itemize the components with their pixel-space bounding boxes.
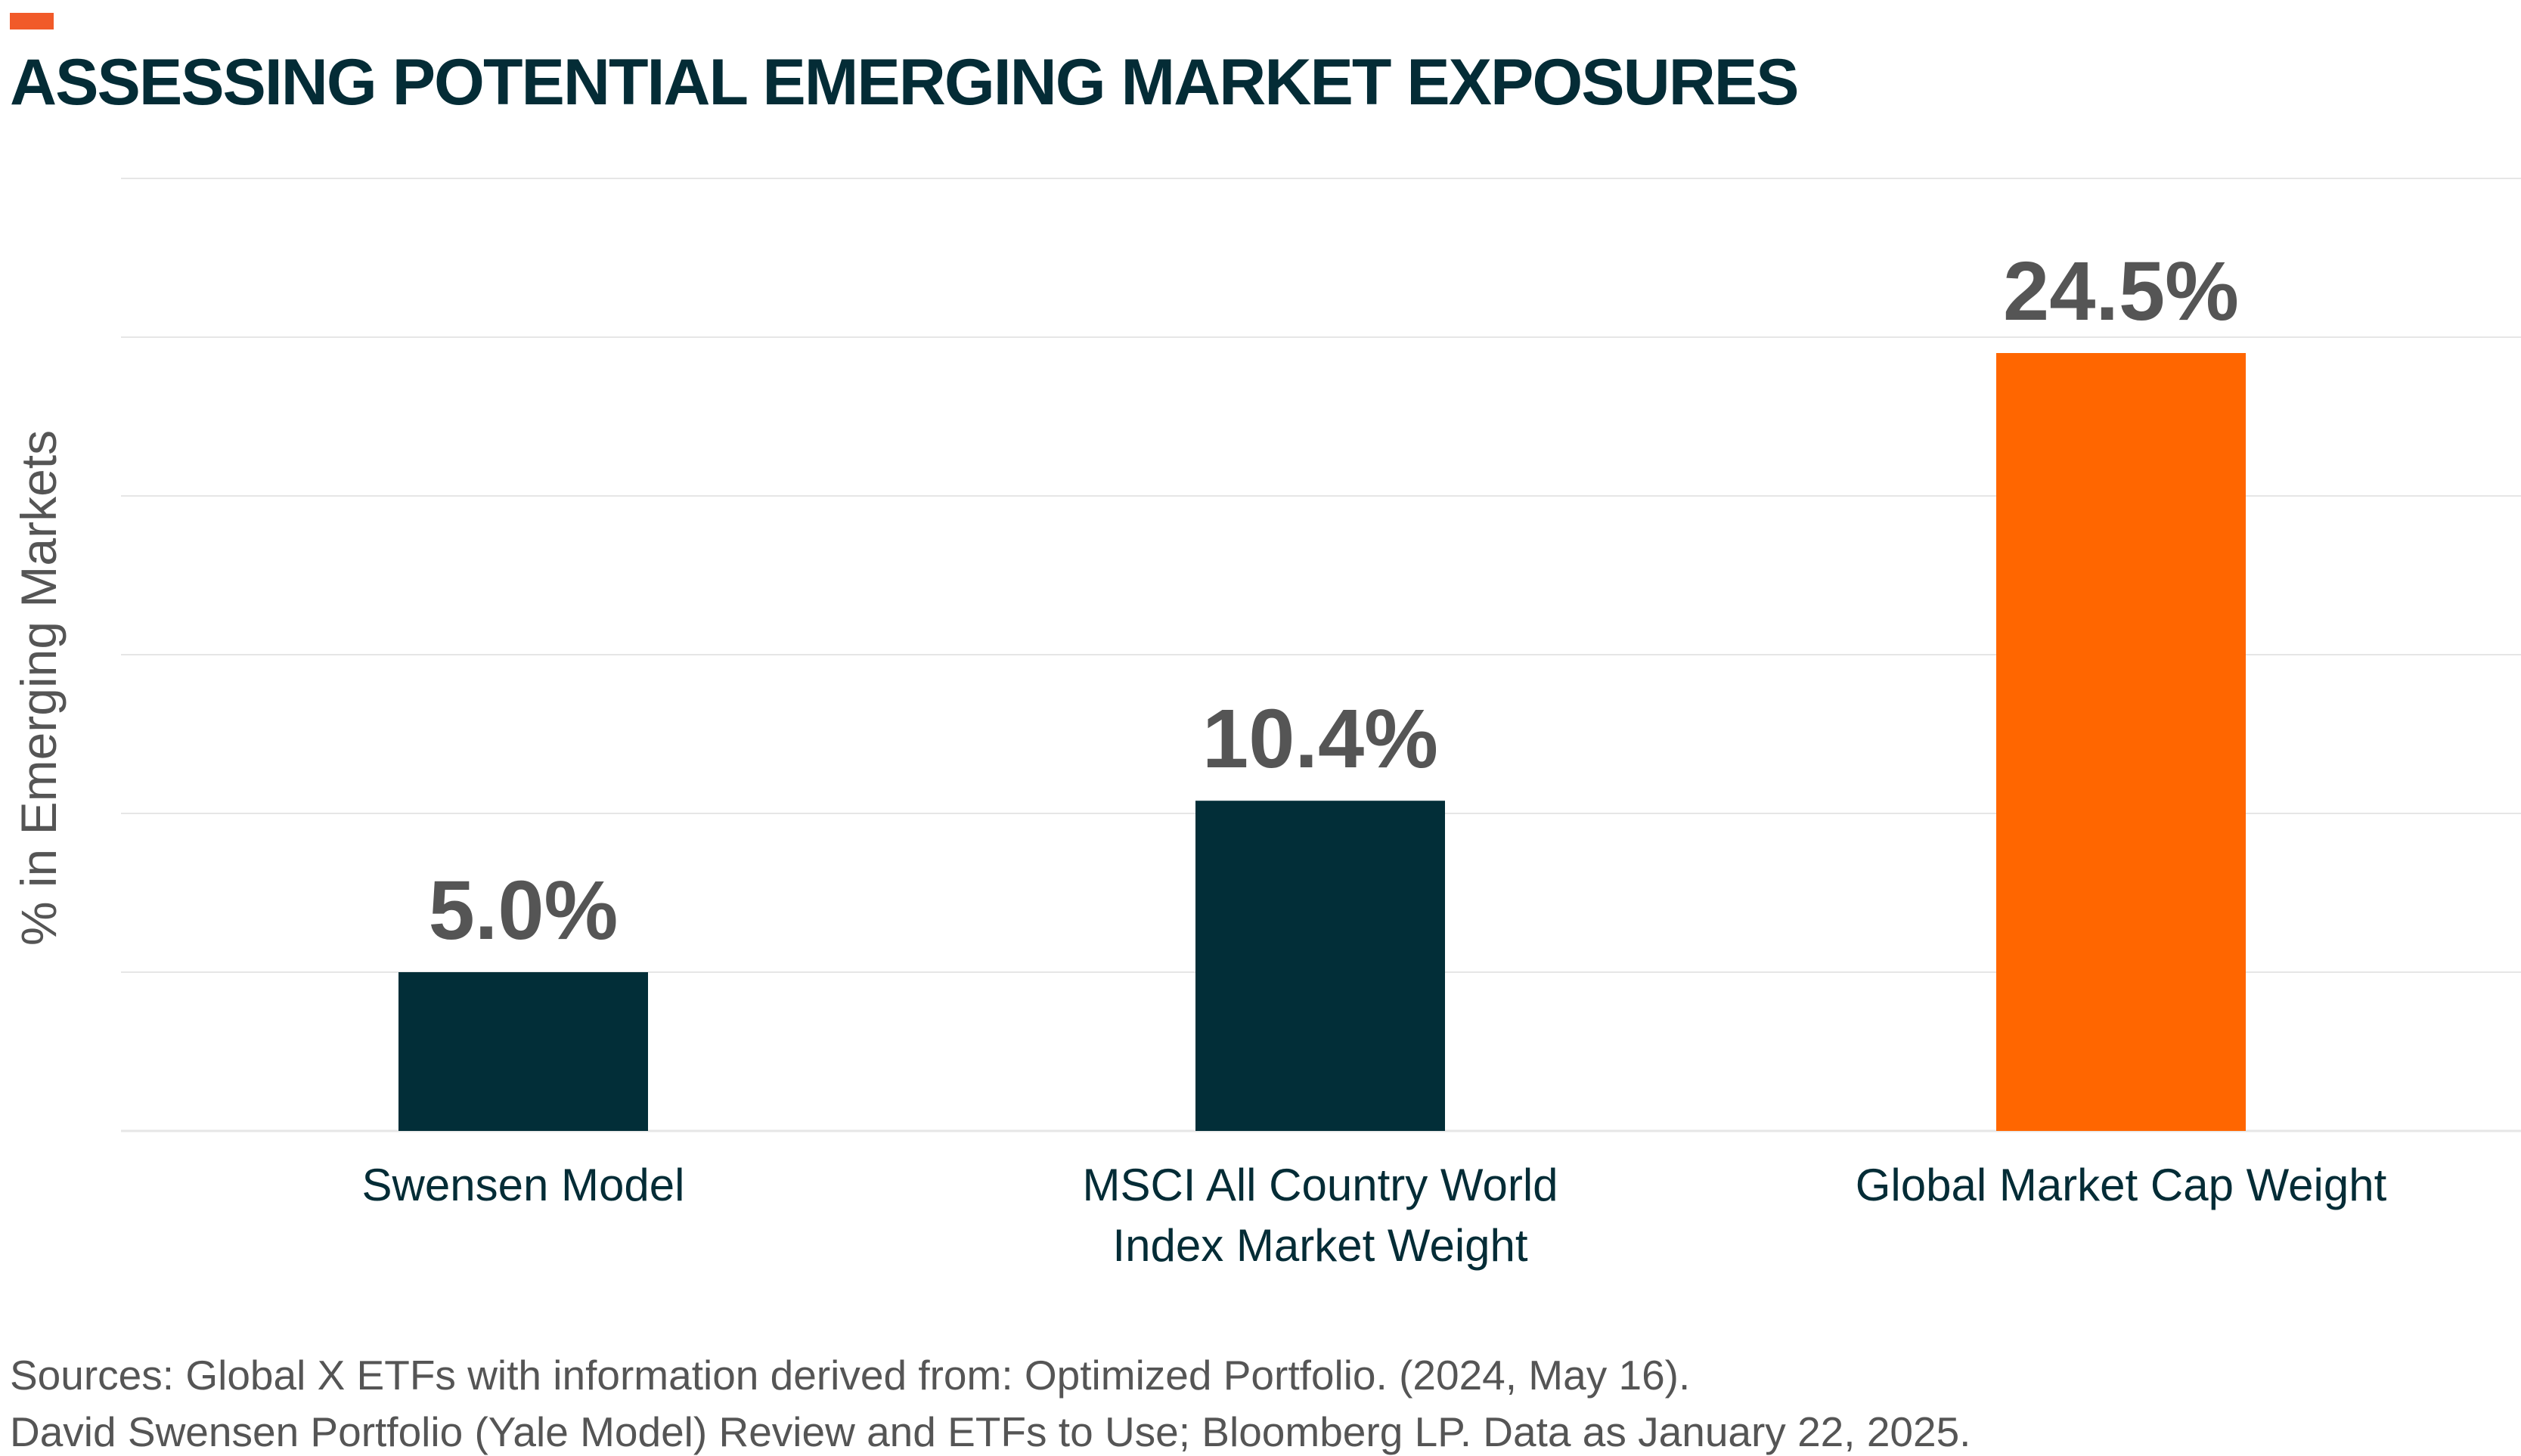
source-line-1: Sources: Global X ETFs with information … — [10, 1352, 1691, 1399]
category-label-3: Global Market Cap Weight — [1856, 1160, 2387, 1210]
bar-1 — [398, 972, 648, 1131]
category-label-2: MSCI All Country World Index Market Weigh… — [1082, 1160, 1558, 1271]
category-labels: Swensen Model MSCI All Country World Index… — [362, 1160, 2387, 1271]
source-line-2: David Swensen Portfolio (Yale Model) Rev… — [10, 1408, 1971, 1455]
accent-bar — [10, 13, 54, 29]
bar-3 — [1996, 353, 2246, 1131]
y-axis-label: % in Emerging Markets — [11, 430, 67, 946]
data-label-2: 10.4% — [1202, 692, 1438, 785]
bar-2 — [1195, 801, 1445, 1131]
data-label-1: 5.0% — [429, 864, 619, 957]
category-label-1: Swensen Model — [362, 1160, 685, 1210]
data-label-3: 24.5% — [2003, 245, 2239, 338]
bars — [398, 353, 2246, 1131]
data-labels: 5.0% 10.4% 24.5% — [429, 245, 2239, 957]
page-title: ASSESSING POTENTIAL EMERGING MARKET EXPO… — [10, 46, 1800, 119]
